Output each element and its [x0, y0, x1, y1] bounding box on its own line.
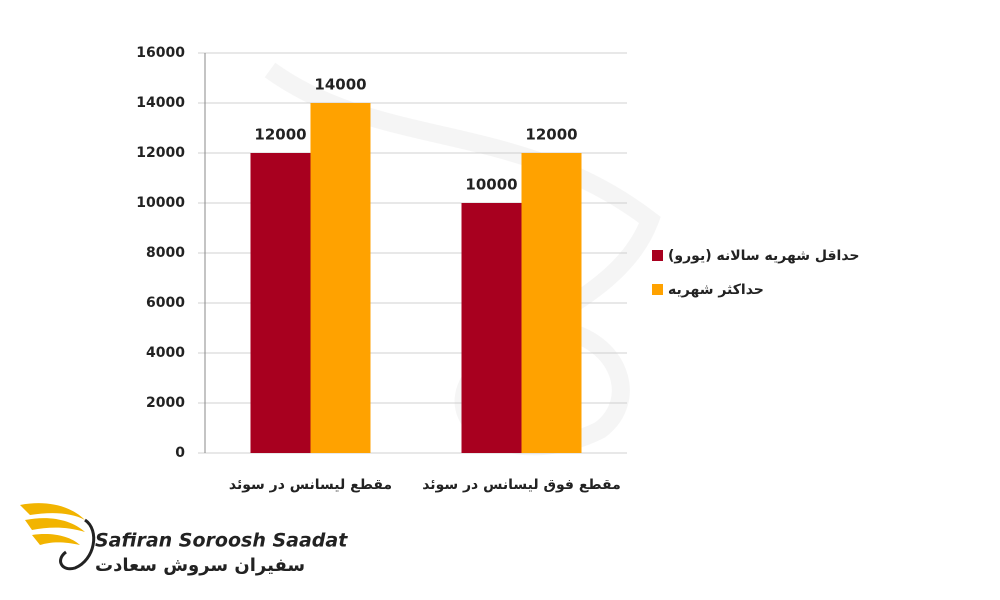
y-tick-label: 12000 — [136, 145, 185, 161]
y-tick-label: 6000 — [146, 295, 185, 311]
y-tick-label: 4000 — [146, 345, 185, 361]
data-label: 14000 — [314, 76, 366, 94]
logo-name: Safiran Soroosh Saadat — [95, 530, 348, 552]
y-tick-label: 8000 — [146, 245, 185, 261]
data-label: 12000 — [525, 126, 577, 144]
y-tick-label: 0 — [175, 445, 185, 461]
bar — [521, 153, 582, 453]
data-label: 12000 — [254, 126, 306, 144]
y-tick-label: 2000 — [146, 395, 185, 411]
legend-swatch — [652, 284, 663, 295]
bar — [461, 203, 522, 453]
legend-label: حداقل شهریه سالانه (یورو) — [668, 248, 860, 264]
bar — [250, 153, 311, 453]
y-tick-label: 10000 — [136, 195, 185, 211]
logo-icon — [20, 503, 96, 571]
y-tick-label: 14000 — [136, 95, 185, 111]
data-label: 10000 — [465, 176, 517, 194]
x-tick-label: مقطع فوق لیسانس در سوئد — [422, 477, 621, 493]
y-tick-label: 16000 — [136, 45, 185, 61]
bar — [310, 103, 371, 453]
legend-label: حداکثر شهریه — [668, 282, 764, 298]
x-tick-label: مقطع لیسانس در سوئد — [229, 477, 392, 493]
logo-name-fa: سفیران سروش سعادت — [95, 555, 305, 576]
legend-swatch — [652, 250, 663, 261]
